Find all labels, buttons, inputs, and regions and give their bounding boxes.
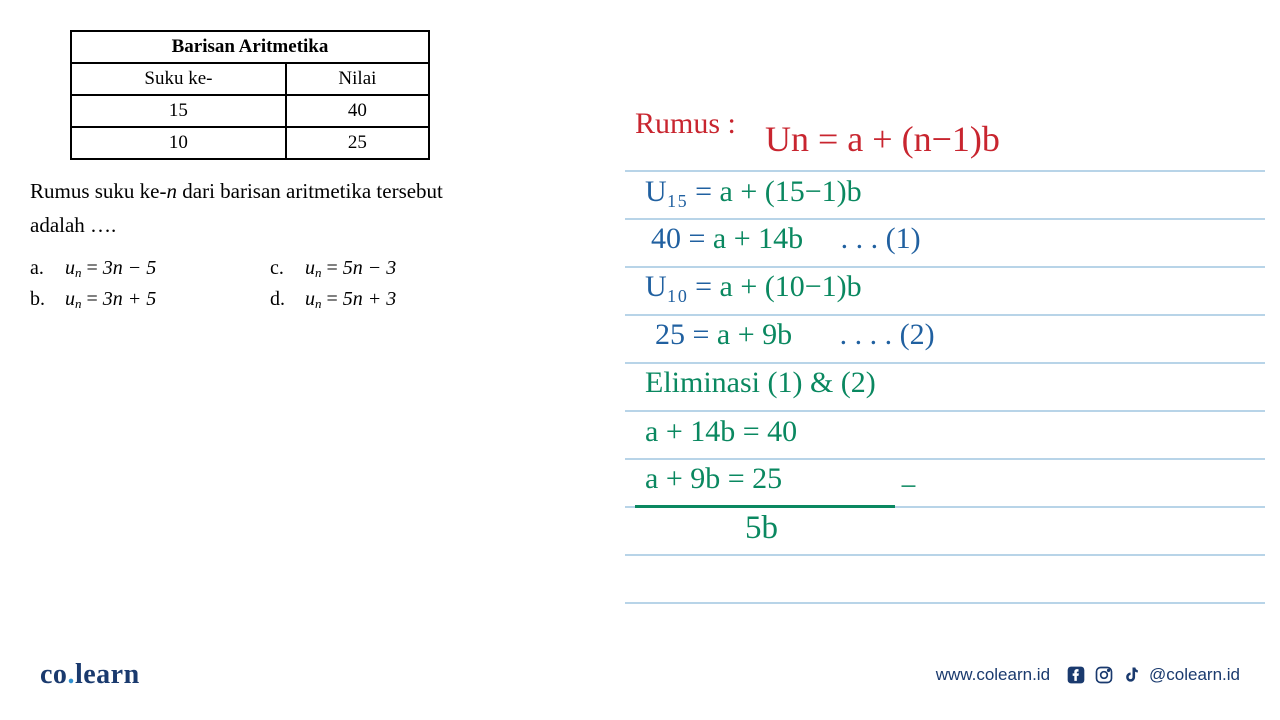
footer-handle: @colearn.id bbox=[1149, 665, 1240, 685]
table-row: 15 40 bbox=[71, 95, 429, 127]
option-c: c. un = 5n − 3 bbox=[270, 257, 490, 280]
eliminate-label: Eliminasi (1) & (2) bbox=[645, 366, 876, 400]
option-b: b. un = 3n + 5 bbox=[30, 288, 250, 311]
facebook-icon bbox=[1065, 664, 1087, 686]
option-a: a. un = 3n − 5 bbox=[30, 257, 250, 280]
rumus-label: Rumus : bbox=[635, 107, 736, 141]
formula: Un = a + (n−1)b bbox=[765, 118, 1000, 160]
tiktok-icon bbox=[1121, 664, 1143, 686]
arithmetic-table: Barisan Aritmetika Suku ke- Nilai 15 40 … bbox=[70, 30, 580, 160]
table-row: 10 25 bbox=[71, 127, 429, 159]
option-d: d. un = 5n + 3 bbox=[270, 288, 490, 311]
instagram-icon bbox=[1093, 664, 1115, 686]
social-icons: @colearn.id bbox=[1065, 664, 1240, 686]
elim-eq2: a + 9b = 25 bbox=[645, 462, 782, 496]
answer-options: a. un = 3n − 5 c. un = 5n − 3 b. un = 3n… bbox=[30, 257, 580, 311]
footer: co.learn www.colearn.id @colearn.id bbox=[0, 655, 1280, 695]
table-col1-header: Suku ke- bbox=[71, 63, 286, 95]
elim-eq1: a + 14b = 40 bbox=[645, 415, 797, 449]
minus-sign: − bbox=[900, 470, 917, 504]
work-line: U₁₀ = a + (10−1)b bbox=[645, 270, 862, 304]
work-line: U₁₅ = a + (15−1)b bbox=[645, 175, 862, 209]
brand-logo: co.learn bbox=[40, 659, 140, 691]
table-col2-header: Nilai bbox=[286, 63, 429, 95]
work-line: 25 = a + 9b . . . . (2) bbox=[655, 318, 935, 352]
table-header: Barisan Aritmetika bbox=[71, 31, 429, 63]
footer-url: www.colearn.id bbox=[936, 665, 1050, 685]
question-text: Rumus suku ke-n dari barisan aritmetika … bbox=[30, 175, 580, 242]
work-line: 40 = a + 14b . . . (1) bbox=[651, 222, 921, 256]
result: 5b bbox=[745, 510, 778, 547]
division-line bbox=[635, 505, 895, 508]
